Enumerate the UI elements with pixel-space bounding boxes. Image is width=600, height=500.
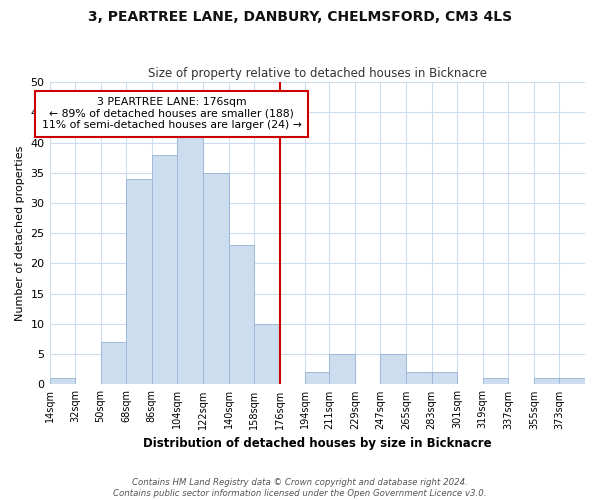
Title: Size of property relative to detached houses in Bicknacre: Size of property relative to detached ho…	[148, 66, 487, 80]
Bar	[483, 378, 508, 384]
Y-axis label: Number of detached properties: Number of detached properties	[15, 146, 25, 321]
Bar	[431, 372, 457, 384]
Bar	[152, 154, 178, 384]
Bar	[101, 342, 126, 384]
Text: 3, PEARTREE LANE, DANBURY, CHELMSFORD, CM3 4LS: 3, PEARTREE LANE, DANBURY, CHELMSFORD, C…	[88, 10, 512, 24]
Bar	[229, 246, 254, 384]
Bar	[329, 354, 355, 384]
Bar	[406, 372, 431, 384]
Bar	[559, 378, 585, 384]
Bar	[534, 378, 559, 384]
Bar	[305, 372, 329, 384]
Text: Contains HM Land Registry data © Crown copyright and database right 2024.
Contai: Contains HM Land Registry data © Crown c…	[113, 478, 487, 498]
Bar	[254, 324, 280, 384]
Bar	[50, 378, 75, 384]
Text: 3 PEARTREE LANE: 176sqm
← 89% of detached houses are smaller (188)
11% of semi-d: 3 PEARTREE LANE: 176sqm ← 89% of detache…	[42, 97, 302, 130]
Bar	[126, 179, 152, 384]
Bar	[178, 136, 203, 384]
Bar	[203, 173, 229, 384]
X-axis label: Distribution of detached houses by size in Bicknacre: Distribution of detached houses by size …	[143, 437, 491, 450]
Bar	[380, 354, 406, 384]
